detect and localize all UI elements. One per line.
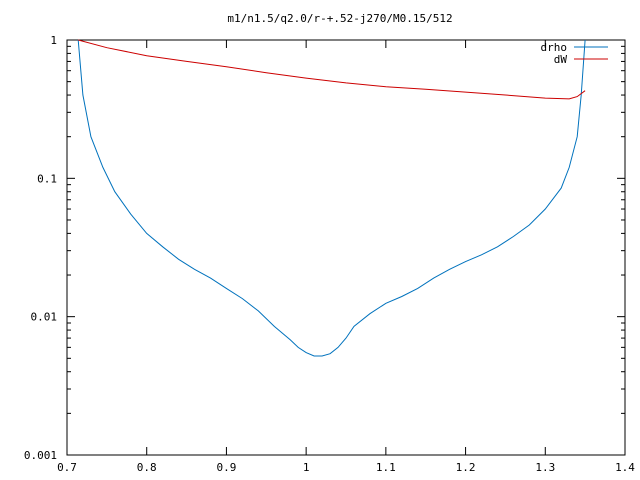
x-tick-label: 1.4 (615, 461, 635, 474)
y-tick-label: 1 (50, 34, 57, 47)
y-axis: 1 0.1 0.01 0.001 (24, 34, 625, 462)
plot-frame (66, 39, 626, 456)
x-tick-label: 1.1 (376, 461, 396, 474)
x-tick-label: 1 (303, 461, 310, 474)
x-tick-label: 0.9 (216, 461, 236, 474)
series-line-drho (77, 39, 586, 357)
x-tick-label: 1.3 (535, 461, 555, 474)
chart-title: m1/n1.5/q2.0/r-+.52-j270/M0.15/512 (227, 12, 452, 25)
series-layer (77, 39, 586, 357)
y-tick-label: 0.001 (24, 449, 57, 462)
x-tick-label: 0.7 (57, 461, 77, 474)
series-line-dw (78, 39, 586, 100)
x-tick-label: 0.8 (137, 461, 157, 474)
y-tick-label: 0.1 (37, 172, 57, 185)
legend-label-drho: drho (541, 41, 568, 54)
x-axis: 0.7 0.8 0.9 1 1.1 1.2 1.3 1.4 (57, 40, 635, 474)
y-tick-label: 0.01 (31, 311, 58, 324)
x-tick-label: 1.2 (456, 461, 476, 474)
legend-label-dw: dW (554, 53, 568, 66)
